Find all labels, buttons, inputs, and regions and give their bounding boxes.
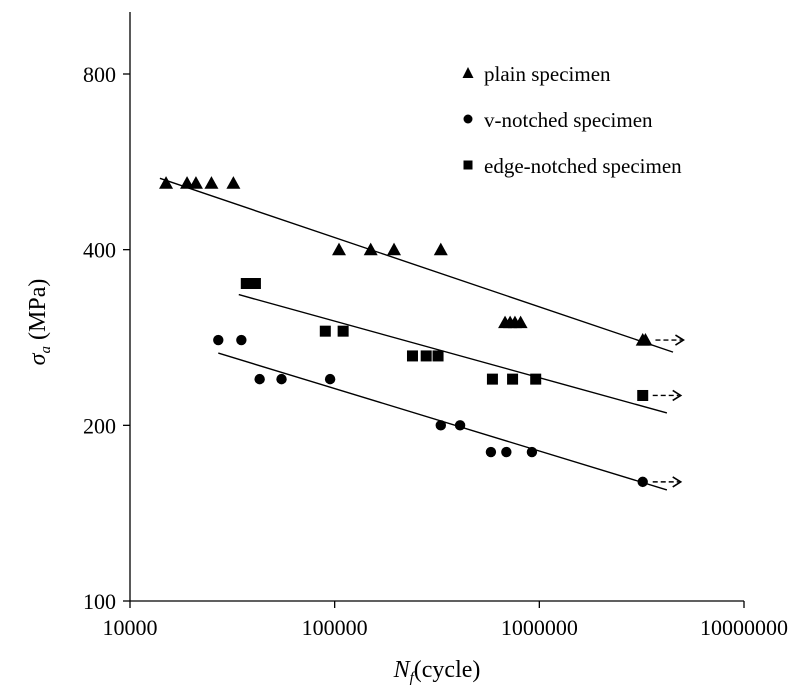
runout-arrow-head — [675, 334, 685, 346]
y-tick-label: 100 — [83, 589, 116, 614]
fit-line-plain-specimen — [159, 177, 674, 353]
x-tick-label: 1000000 — [501, 615, 578, 640]
data-point-v-notched-specimen — [526, 446, 538, 458]
legend-item-plain-specimen: plain specimen — [462, 62, 611, 86]
data-point-v-notched-specimen — [485, 446, 497, 458]
ticks: 10000 100000 1000000 10000000 100 200 400 800 — [83, 62, 788, 640]
data-point-plain-specimen — [332, 242, 347, 256]
y-axis-title-rest: (MPa) — [25, 279, 51, 346]
y-tick-label: 200 — [83, 413, 116, 438]
legend-label-v-notched-specimen: v-notched specimen — [484, 108, 653, 132]
data-point-edge-notched-specimen — [249, 278, 261, 290]
legend-label-plain-specimen: plain specimen — [484, 62, 611, 86]
y-tick-label: 800 — [83, 62, 116, 87]
data-point-edge-notched-specimen — [530, 373, 542, 385]
data-point-edge-notched-specimen — [507, 373, 519, 385]
data-point-plain-specimen — [226, 176, 241, 189]
series-plain-specimen — [159, 176, 685, 353]
data-point-plain-specimen — [363, 242, 378, 256]
legend-label-edge-notched-specimen: edge-notched specimen — [484, 154, 682, 178]
data-point-plain-specimen — [180, 176, 195, 189]
data-point-plain-specimen — [204, 176, 219, 189]
data-point-v-notched-specimen — [236, 334, 247, 346]
data-point-v-notched-specimen — [276, 373, 287, 385]
legend-marker-v-notched-specimen — [463, 114, 473, 124]
data-point-edge-notched-specimen — [637, 389, 649, 401]
x-axis-title: Nf(cycle) — [393, 657, 481, 686]
y-axis-title-main: σ — [25, 352, 51, 365]
data-point-v-notched-specimen — [501, 446, 512, 458]
legend-marker-plain-specimen — [462, 67, 474, 78]
x-axis-title-sub: f — [410, 670, 416, 686]
y-tick-label: 400 — [83, 238, 116, 263]
data-point-edge-notched-specimen — [319, 325, 331, 337]
legend-item-v-notched-specimen: v-notched specimen — [463, 108, 653, 132]
data-point-edge-notched-specimen — [486, 373, 498, 385]
legend-marker-edge-notched-specimen — [463, 160, 473, 170]
data-point-plain-specimen — [188, 176, 203, 189]
data-point-v-notched-specimen — [213, 334, 224, 346]
data-point-v-notched-specimen — [324, 373, 336, 385]
legend-item-edge-notched-specimen: edge-notched specimen — [463, 154, 682, 178]
data-point-plain-specimen — [159, 176, 174, 189]
data-point-plain-specimen — [638, 333, 653, 346]
x-tick-label: 100000 — [302, 615, 368, 640]
runout-arrow-head — [672, 389, 683, 402]
data-point-v-notched-specimen — [637, 476, 648, 488]
series-v-notched-specimen — [213, 334, 683, 491]
data-point-plain-specimen — [433, 242, 448, 256]
series-edge-notched-specimen — [238, 278, 683, 414]
data-point-v-notched-specimen — [254, 373, 265, 385]
data-point-edge-notched-specimen — [432, 350, 444, 362]
x-axis-title-rest: (cycle) — [414, 657, 481, 683]
data-point-edge-notched-specimen — [337, 325, 349, 337]
x-tick-label: 10000000 — [700, 615, 788, 640]
data-point-plain-specimen — [387, 242, 402, 256]
y-axis-title: σa (MPa) — [25, 279, 54, 366]
x-axis-title-main: N — [393, 657, 412, 683]
data-point-edge-notched-specimen — [406, 350, 418, 362]
runout-arrow-head — [672, 476, 683, 488]
y-axis-title-sub: a — [38, 346, 54, 354]
legend: plain specimen v-notched specimen edge-not… — [462, 62, 682, 178]
fit-line-edge-notched-specimen — [238, 293, 668, 414]
data-point-edge-notched-specimen — [420, 350, 432, 362]
data-point-v-notched-specimen — [435, 420, 446, 431]
data-point-v-notched-specimen — [454, 420, 466, 431]
data-point-plain-specimen — [513, 315, 528, 329]
axes — [129, 12, 744, 602]
x-tick-label: 10000 — [103, 615, 158, 640]
series-layer — [159, 176, 685, 491]
